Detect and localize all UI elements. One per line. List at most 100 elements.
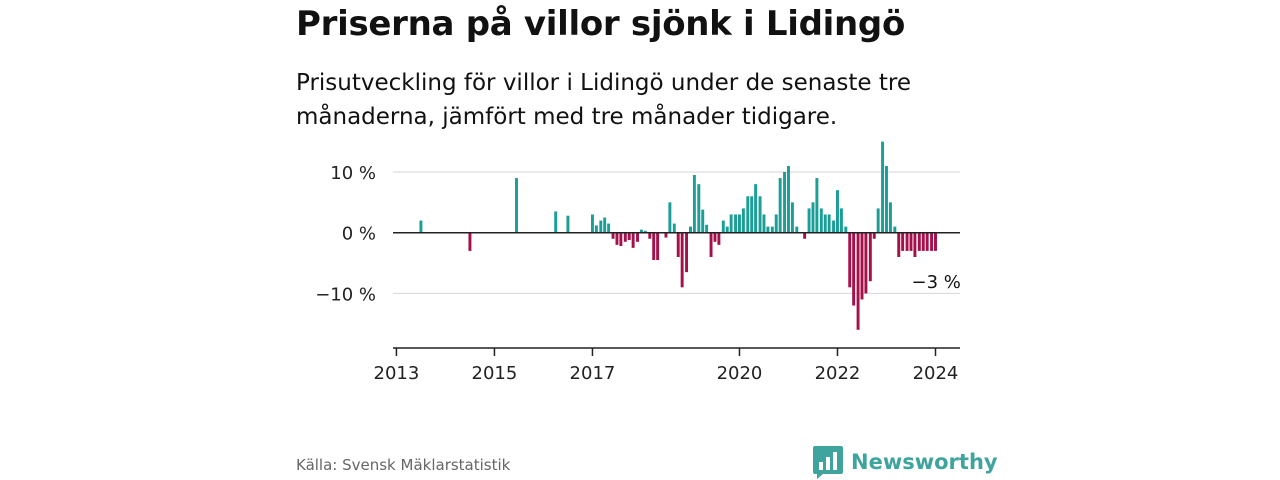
last-value-annotation: −3 % (911, 272, 960, 293)
bar (803, 232, 807, 239)
bar (827, 214, 831, 233)
bar (930, 232, 934, 251)
newsworthy-logo-text: Newsworthy (851, 450, 998, 474)
bar (750, 196, 754, 233)
y-tick-label: 0 % (342, 224, 376, 245)
bar (885, 165, 888, 233)
bar (852, 232, 856, 306)
bar (603, 217, 607, 233)
bar (419, 220, 423, 233)
newsworthy-logo-icon (813, 446, 843, 479)
bar (925, 232, 929, 251)
bar (758, 196, 762, 233)
bar (721, 220, 725, 233)
bar (746, 196, 750, 233)
bar (611, 232, 615, 239)
bar (619, 232, 623, 247)
axis-labels: 10 % 0 % −10 % 2013 2015 2017 2020 2022 2024 −3 % (315, 163, 961, 384)
bar (790, 202, 794, 233)
bar (615, 232, 619, 245)
bar (819, 208, 823, 233)
bar (766, 226, 770, 233)
bar (705, 224, 709, 233)
bar (643, 230, 647, 233)
bar (783, 172, 787, 233)
bar (636, 232, 640, 242)
bar (729, 214, 733, 233)
bar (725, 226, 729, 233)
bar (807, 208, 811, 233)
x-tick-label: 2017 (570, 363, 616, 384)
bar (652, 232, 656, 260)
bar (590, 214, 594, 233)
bar (717, 232, 721, 245)
bar (668, 202, 672, 233)
bar (709, 232, 713, 257)
bar (839, 208, 843, 233)
bar (692, 175, 696, 233)
bar (901, 232, 905, 251)
bar (607, 223, 611, 233)
bar (934, 232, 937, 251)
bar (770, 226, 774, 233)
bar (844, 226, 848, 233)
bar (738, 214, 741, 233)
bar (689, 226, 692, 233)
bar (594, 225, 598, 233)
bar (836, 190, 839, 233)
bar (897, 232, 901, 257)
bar (815, 178, 819, 233)
bar (672, 223, 676, 233)
bar (639, 229, 643, 233)
y-tick-label: −10 % (315, 284, 376, 305)
bar (680, 232, 684, 288)
bar (905, 232, 909, 251)
bar (762, 214, 766, 233)
bar (893, 226, 897, 233)
x-tick-label: 2020 (717, 363, 763, 384)
newsworthy-logo[interactable]: Newsworthy (813, 445, 998, 479)
bar (888, 202, 892, 233)
bar (921, 232, 925, 251)
x-tick-label: 2024 (913, 363, 959, 384)
x-tick-label: 2022 (815, 363, 861, 384)
source-note: Källa: Svensk Mäklarstatistik (296, 456, 511, 474)
bar (787, 165, 790, 233)
bar (864, 232, 868, 294)
bar (664, 232, 668, 238)
bar (713, 232, 717, 242)
bar (627, 232, 631, 240)
bar (599, 220, 603, 233)
bar (631, 232, 635, 248)
axes (393, 231, 960, 356)
bar (917, 232, 921, 251)
chart-subtitle: Prisutveckling för villor i Lidingö unde… (296, 70, 912, 130)
bar (676, 232, 680, 257)
bar (872, 232, 876, 239)
bar (856, 232, 860, 330)
x-tick-label: 2013 (374, 363, 420, 384)
bar (778, 178, 782, 233)
bar (774, 214, 778, 233)
y-tick-label: 10 % (330, 163, 376, 184)
bar (913, 232, 917, 257)
bar (754, 184, 758, 233)
bar (648, 232, 652, 239)
bar (741, 208, 745, 233)
bar (554, 211, 558, 233)
bar (701, 209, 705, 233)
bar (909, 232, 913, 251)
bar (823, 214, 827, 233)
chart-title: Priserna på villor sjönk i Lidingö (296, 4, 906, 44)
bar (876, 208, 880, 233)
bar (656, 232, 660, 260)
bar (868, 232, 872, 282)
bar (832, 220, 836, 233)
bar (685, 232, 689, 273)
bar (795, 226, 799, 233)
bar (515, 178, 518, 233)
bar-series (419, 141, 937, 330)
bar (468, 232, 472, 251)
bar (734, 214, 738, 233)
